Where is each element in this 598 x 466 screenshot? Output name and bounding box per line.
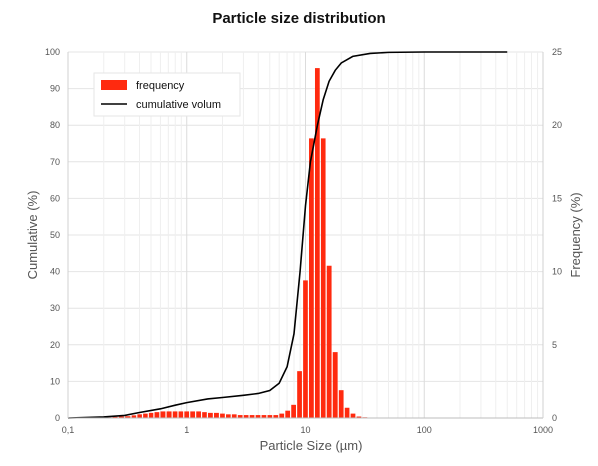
y-left-tick-label: 30: [50, 303, 60, 313]
frequency-bar: [202, 412, 207, 418]
frequency-bar: [351, 414, 356, 418]
legend-frequency-swatch: [101, 80, 127, 90]
frequency-bars: [106, 68, 373, 418]
y-right-tick-label: 0: [552, 413, 557, 423]
frequency-bar: [220, 414, 225, 418]
frequency-bar: [279, 414, 284, 418]
frequency-bar: [160, 411, 165, 418]
frequency-bar: [285, 411, 290, 418]
y-left-tick-label: 90: [50, 84, 60, 94]
frequency-bar: [291, 405, 296, 418]
frequency-bar: [208, 413, 213, 418]
frequency-bar: [173, 411, 178, 418]
legend-frequency-label: frequency: [136, 80, 185, 92]
y-right-tick-label: 20: [552, 120, 562, 130]
frequency-bar: [179, 411, 184, 418]
y-left-tick-label: 40: [50, 267, 60, 277]
y-right-tick-label: 25: [552, 47, 562, 57]
y-left-tick-label: 0: [55, 413, 60, 423]
frequency-bar: [309, 138, 314, 418]
frequency-bar: [190, 411, 195, 418]
frequency-bar: [184, 411, 189, 418]
frequency-bar: [143, 414, 148, 418]
frequency-bar: [149, 413, 153, 418]
x-tick-label: 100: [417, 425, 432, 435]
y-left-tick-label: 70: [50, 157, 60, 167]
legend: frequency cumulative volum: [94, 73, 240, 116]
chart-title: Particle size distribution: [212, 10, 385, 27]
y-left-tick-label: 100: [45, 47, 60, 57]
frequency-bar: [167, 411, 172, 418]
frequency-bar: [303, 280, 308, 418]
y-left-tick-label: 60: [50, 193, 60, 203]
y-left-tick-label: 10: [50, 376, 60, 386]
frequency-bar: [155, 412, 160, 418]
frequency-bar: [137, 414, 142, 418]
y-left-axis-label: Cumulative (%): [25, 191, 40, 280]
y-left-tick-label: 50: [50, 230, 60, 240]
x-tick-label: 1000: [533, 425, 553, 435]
y-right-tick-label: 10: [552, 267, 562, 277]
frequency-bar: [321, 138, 326, 418]
y-right-tick-label: 15: [552, 193, 562, 203]
frequency-bar: [226, 414, 231, 418]
y-left-tick-label: 80: [50, 120, 60, 130]
x-tick-label: 0,1: [62, 425, 75, 435]
y-left-tick-label: 20: [50, 340, 60, 350]
frequency-bar: [339, 390, 344, 418]
frequency-bar: [297, 371, 302, 418]
frequency-bar: [196, 411, 201, 418]
frequency-bar: [345, 408, 350, 418]
x-tick-label: 1: [184, 425, 189, 435]
y-right-tick-label: 5: [552, 340, 557, 350]
x-axis-label: Particle Size (µm): [260, 438, 363, 453]
y-right-axis-label: Frequency (%): [568, 192, 583, 277]
x-tick-label: 10: [300, 425, 310, 435]
frequency-bar: [327, 266, 332, 418]
legend-cumulative-label: cumulative volum: [136, 99, 221, 111]
frequency-bar: [214, 413, 219, 418]
frequency-bar: [232, 414, 237, 418]
frequency-bar: [333, 352, 338, 418]
